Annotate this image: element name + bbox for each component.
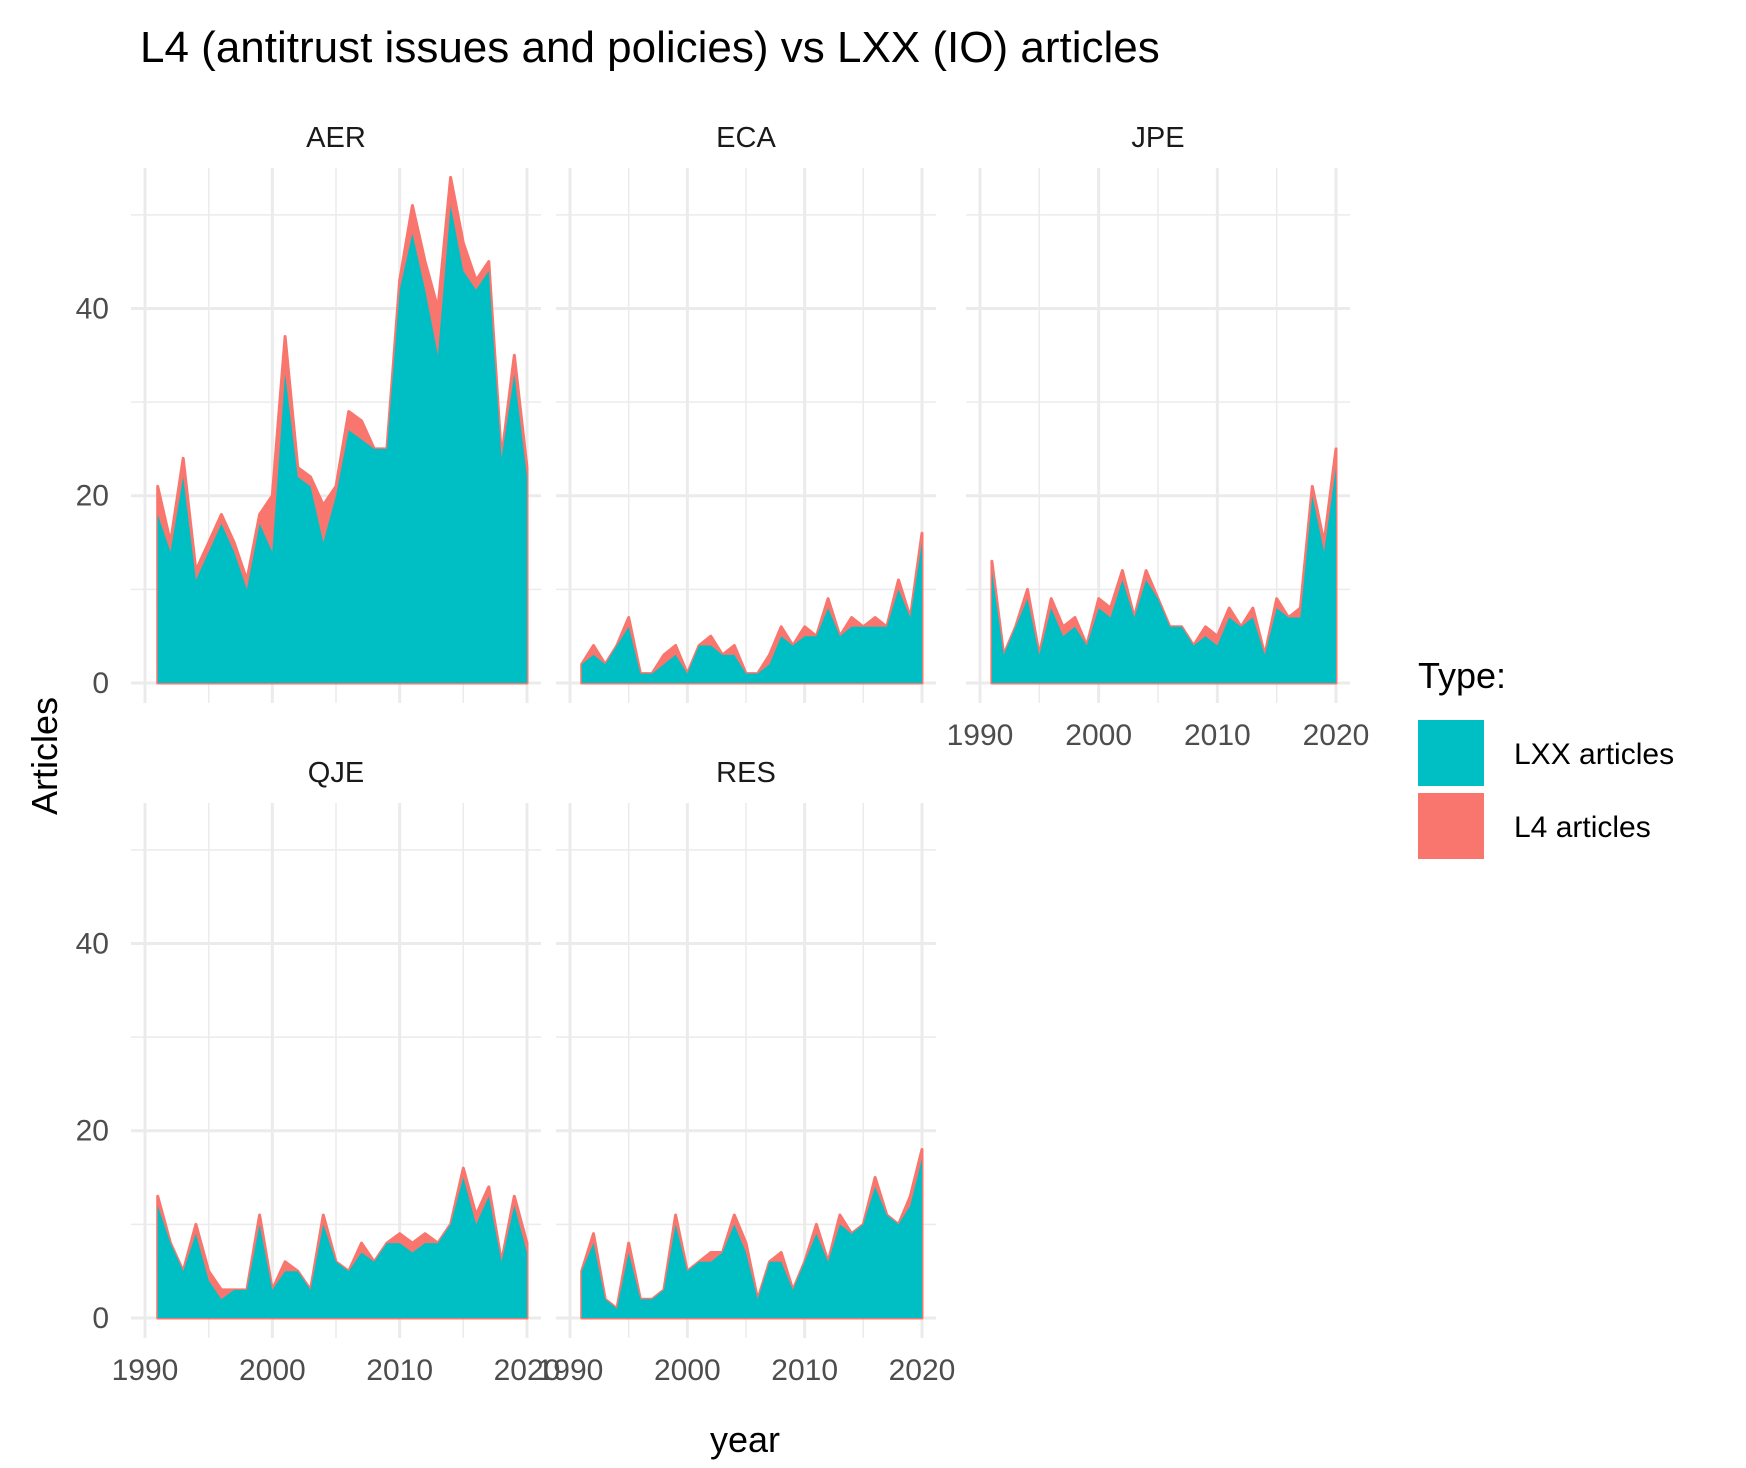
x-tick-label: 2000 (1065, 719, 1132, 752)
strip-label: ECA (716, 122, 776, 154)
y-tick-label: 0 (92, 1302, 109, 1335)
legend-swatch (1418, 793, 1484, 859)
x-tick-label: 2020 (1303, 719, 1370, 752)
panel-qje: QJE 0 20 40 1990 2000 2010 2020 (76, 757, 561, 1387)
series-area-lxx-articles (157, 1177, 527, 1318)
strip-label: RES (716, 757, 776, 789)
legend: Type: LXX articles L4 articles (1418, 655, 1674, 859)
x-tick-label: 2000 (654, 1354, 721, 1387)
strip-label: QJE (308, 757, 364, 789)
y-tick-label: 40 (76, 292, 109, 325)
legend-label: LXX articles (1514, 738, 1674, 771)
strip-label: AER (306, 122, 366, 154)
panel-aer: AER 0 20 40 (76, 122, 541, 703)
series-area-lxx-articles (581, 1158, 922, 1318)
x-axis-title: year (710, 1419, 780, 1460)
x-tick-label: 2020 (889, 1354, 956, 1387)
y-tick-label: 20 (76, 480, 109, 513)
series-area-lxx-articles (581, 542, 922, 683)
legend-swatch (1418, 720, 1484, 786)
series-area-lxx-articles (991, 467, 1336, 683)
panel-jpe: JPE 1990 2000 2010 2020 (947, 122, 1370, 752)
x-tick-label: 2010 (366, 1354, 433, 1387)
chart-title: L4 (antitrust issues and policies) vs LX… (140, 23, 1160, 72)
panel-res: RES 1990 2000 2010 2020 (537, 757, 956, 1387)
x-tick-label: 2010 (1184, 719, 1251, 752)
series-area-lxx-articles (157, 205, 527, 683)
legend-label: L4 articles (1514, 811, 1651, 844)
x-tick-label: 1990 (537, 1354, 604, 1387)
panel-eca: ECA (556, 122, 936, 703)
legend-title: Type: (1418, 655, 1506, 696)
x-tick-label: 1990 (112, 1354, 179, 1387)
x-tick-label: 2010 (771, 1354, 838, 1387)
y-axis-title: Articles (24, 697, 65, 815)
x-tick-label: 2020 (494, 1354, 561, 1387)
x-tick-label: 2000 (239, 1354, 306, 1387)
x-tick-label: 1990 (947, 719, 1014, 752)
facet-panels: AER 0 20 40 ECA JPE 1990 2000 2010 2020 QJE 0 20 40 19… (76, 122, 1370, 1387)
y-tick-label: 40 (76, 927, 109, 960)
y-tick-label: 0 (92, 667, 109, 700)
strip-label: JPE (1131, 122, 1184, 154)
y-tick-label: 20 (76, 1115, 109, 1148)
